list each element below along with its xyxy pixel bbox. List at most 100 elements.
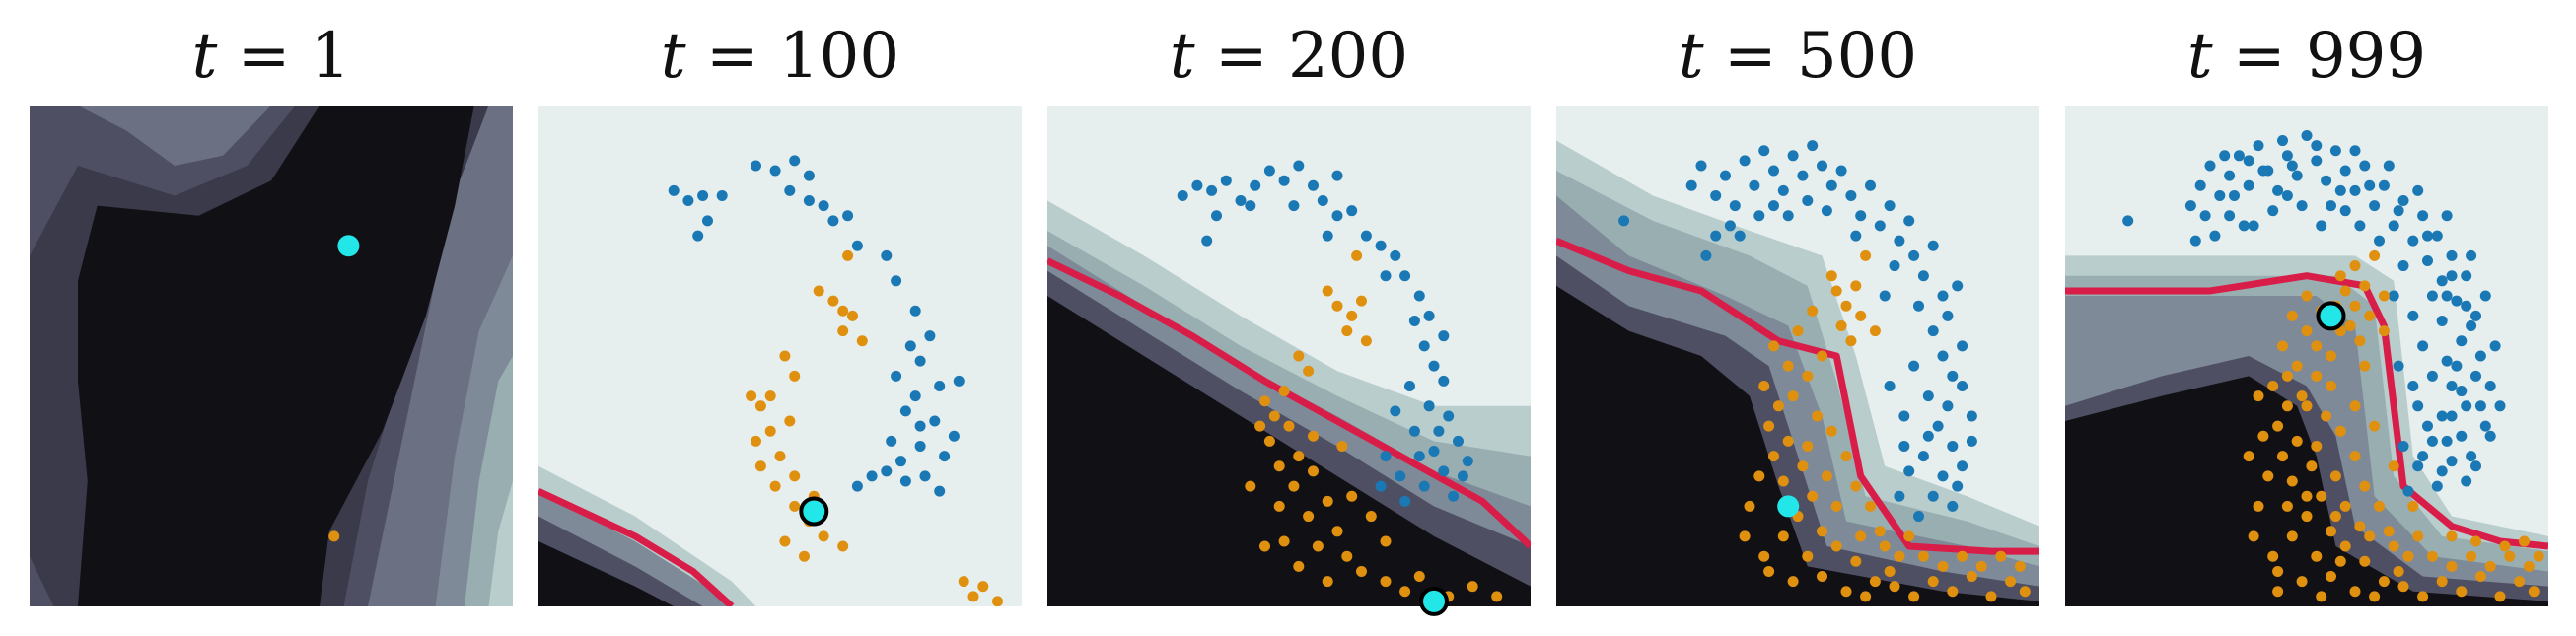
title-variable: t [661,20,686,93]
data-point-orange [1268,410,1280,422]
panel-3-plot [1047,106,1531,606]
data-point-blue [2253,140,2264,152]
data-point-blue [881,249,893,261]
data-point-orange [2329,470,2341,482]
data-point-orange [856,335,868,347]
data-point-orange [2528,586,2540,598]
data-point-orange [2349,451,2361,462]
data-point-orange [1797,460,1809,472]
data-point-orange [1278,386,1290,397]
data-point-orange [2446,560,2458,572]
data-point-blue [1782,210,1794,222]
data-point-orange [1254,420,1266,432]
data-point-orange [837,325,849,337]
data-point-blue [2402,485,2414,497]
data-point-orange [2291,435,2303,447]
data-point-blue [2436,410,2448,422]
title-variable: t [2187,20,2213,93]
data-point-blue [2388,220,2399,232]
data-point-blue [1331,170,1343,181]
data-point-blue [1453,435,1464,447]
data-point-orange [746,390,757,402]
data-point-orange [2329,511,2341,523]
data-point-blue [1942,400,1954,412]
data-point-blue [2334,184,2346,196]
data-point-blue [2397,195,2409,207]
data-point-blue [2378,179,2390,191]
data-point-blue [891,370,902,382]
data-point-blue [2397,440,2409,452]
data-point-blue [751,160,761,172]
data-point-blue [1390,249,1401,261]
data-point-orange [2005,576,2017,588]
data-point-orange [1855,310,1867,321]
data-point-orange [1957,550,1968,562]
data-point-orange [328,530,340,542]
title-value: = 1 [217,20,350,93]
data-point-blue [2233,150,2245,162]
data-point-blue [2243,155,2254,167]
data-point-blue [1399,270,1411,282]
data-point-blue [1360,230,1372,242]
data-point-blue [1734,230,1746,242]
data-point-orange [2281,400,2293,412]
contour-band [78,106,513,606]
data-point-orange [2359,360,2371,372]
data-point-orange [769,480,781,492]
data-point-blue [1937,290,1949,302]
panel-2-plot [538,106,1022,606]
data-point-blue [2422,420,2433,432]
panel-4: t = 500 [1556,20,2039,606]
data-point-blue [2267,205,2279,217]
data-point-blue [1408,315,1420,326]
data-point-orange [2286,475,2298,487]
panel-5: t = 999 [2065,20,2548,606]
panel-2: t = 100 [538,20,1022,606]
data-point-orange [2397,581,2409,593]
data-point-blue [2281,150,2293,162]
data-point-blue [1966,435,1977,447]
data-point-orange [1346,310,1358,321]
data-point-blue [1927,490,1939,502]
data-point-blue [2339,165,2351,177]
data-point-blue [2474,350,2486,362]
data-point-blue [2470,460,2481,472]
data-point-orange [2334,555,2346,567]
data-point-orange [2499,540,2511,552]
data-point-blue [2199,210,2211,222]
data-point-orange [1322,576,1333,588]
data-point-blue [899,475,911,487]
data-point-orange [2286,530,2298,542]
data-point-orange [2334,270,2346,282]
data-point-orange [1273,460,1285,472]
data-point-orange [2369,591,2381,602]
data-point-blue [2412,184,2424,196]
data-point-blue [1952,280,1964,292]
data-point-orange [1341,325,1353,337]
data-point-orange [2484,560,2496,572]
data-point-orange [2326,526,2336,537]
data-point-orange [2378,290,2390,302]
data-point-orange [1889,581,1900,593]
data-point-orange [1966,571,1977,583]
data-point-blue [2431,230,2443,242]
data-point-blue [895,456,906,467]
data-point-blue [1865,179,1876,191]
data-point-orange [2253,390,2264,402]
data-point-orange [1278,535,1290,547]
data-point-blue [2248,220,2259,232]
data-point-orange [2281,370,2293,382]
data-point-blue [1278,175,1290,186]
data-point-blue [1884,200,1896,212]
data-point-blue [1947,500,1959,512]
data-point-orange [2243,451,2254,462]
data-point-blue [2461,270,2472,282]
data-point-blue [1932,420,1944,432]
data-point-blue [1720,170,1731,181]
query-point [1419,586,1449,616]
data-point-blue [1380,451,1392,462]
data-point-orange [1802,440,1814,452]
data-point-blue [2184,200,2196,212]
data-point-blue [2374,235,2385,247]
data-point-blue [2422,254,2433,266]
